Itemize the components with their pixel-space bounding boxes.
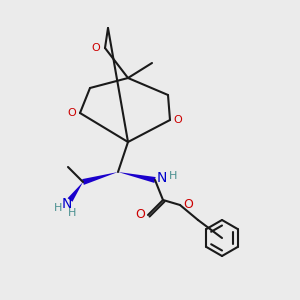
Text: O: O — [68, 108, 76, 118]
Text: N: N — [157, 171, 167, 185]
Polygon shape — [118, 172, 156, 183]
Text: H: H — [54, 203, 62, 213]
Text: H: H — [68, 208, 76, 218]
Polygon shape — [68, 182, 83, 202]
Text: N: N — [62, 197, 72, 211]
Text: H: H — [169, 171, 177, 181]
Text: O: O — [174, 115, 182, 125]
Text: O: O — [135, 208, 145, 221]
Polygon shape — [82, 172, 118, 185]
Text: O: O — [183, 199, 193, 212]
Text: O: O — [92, 43, 100, 53]
